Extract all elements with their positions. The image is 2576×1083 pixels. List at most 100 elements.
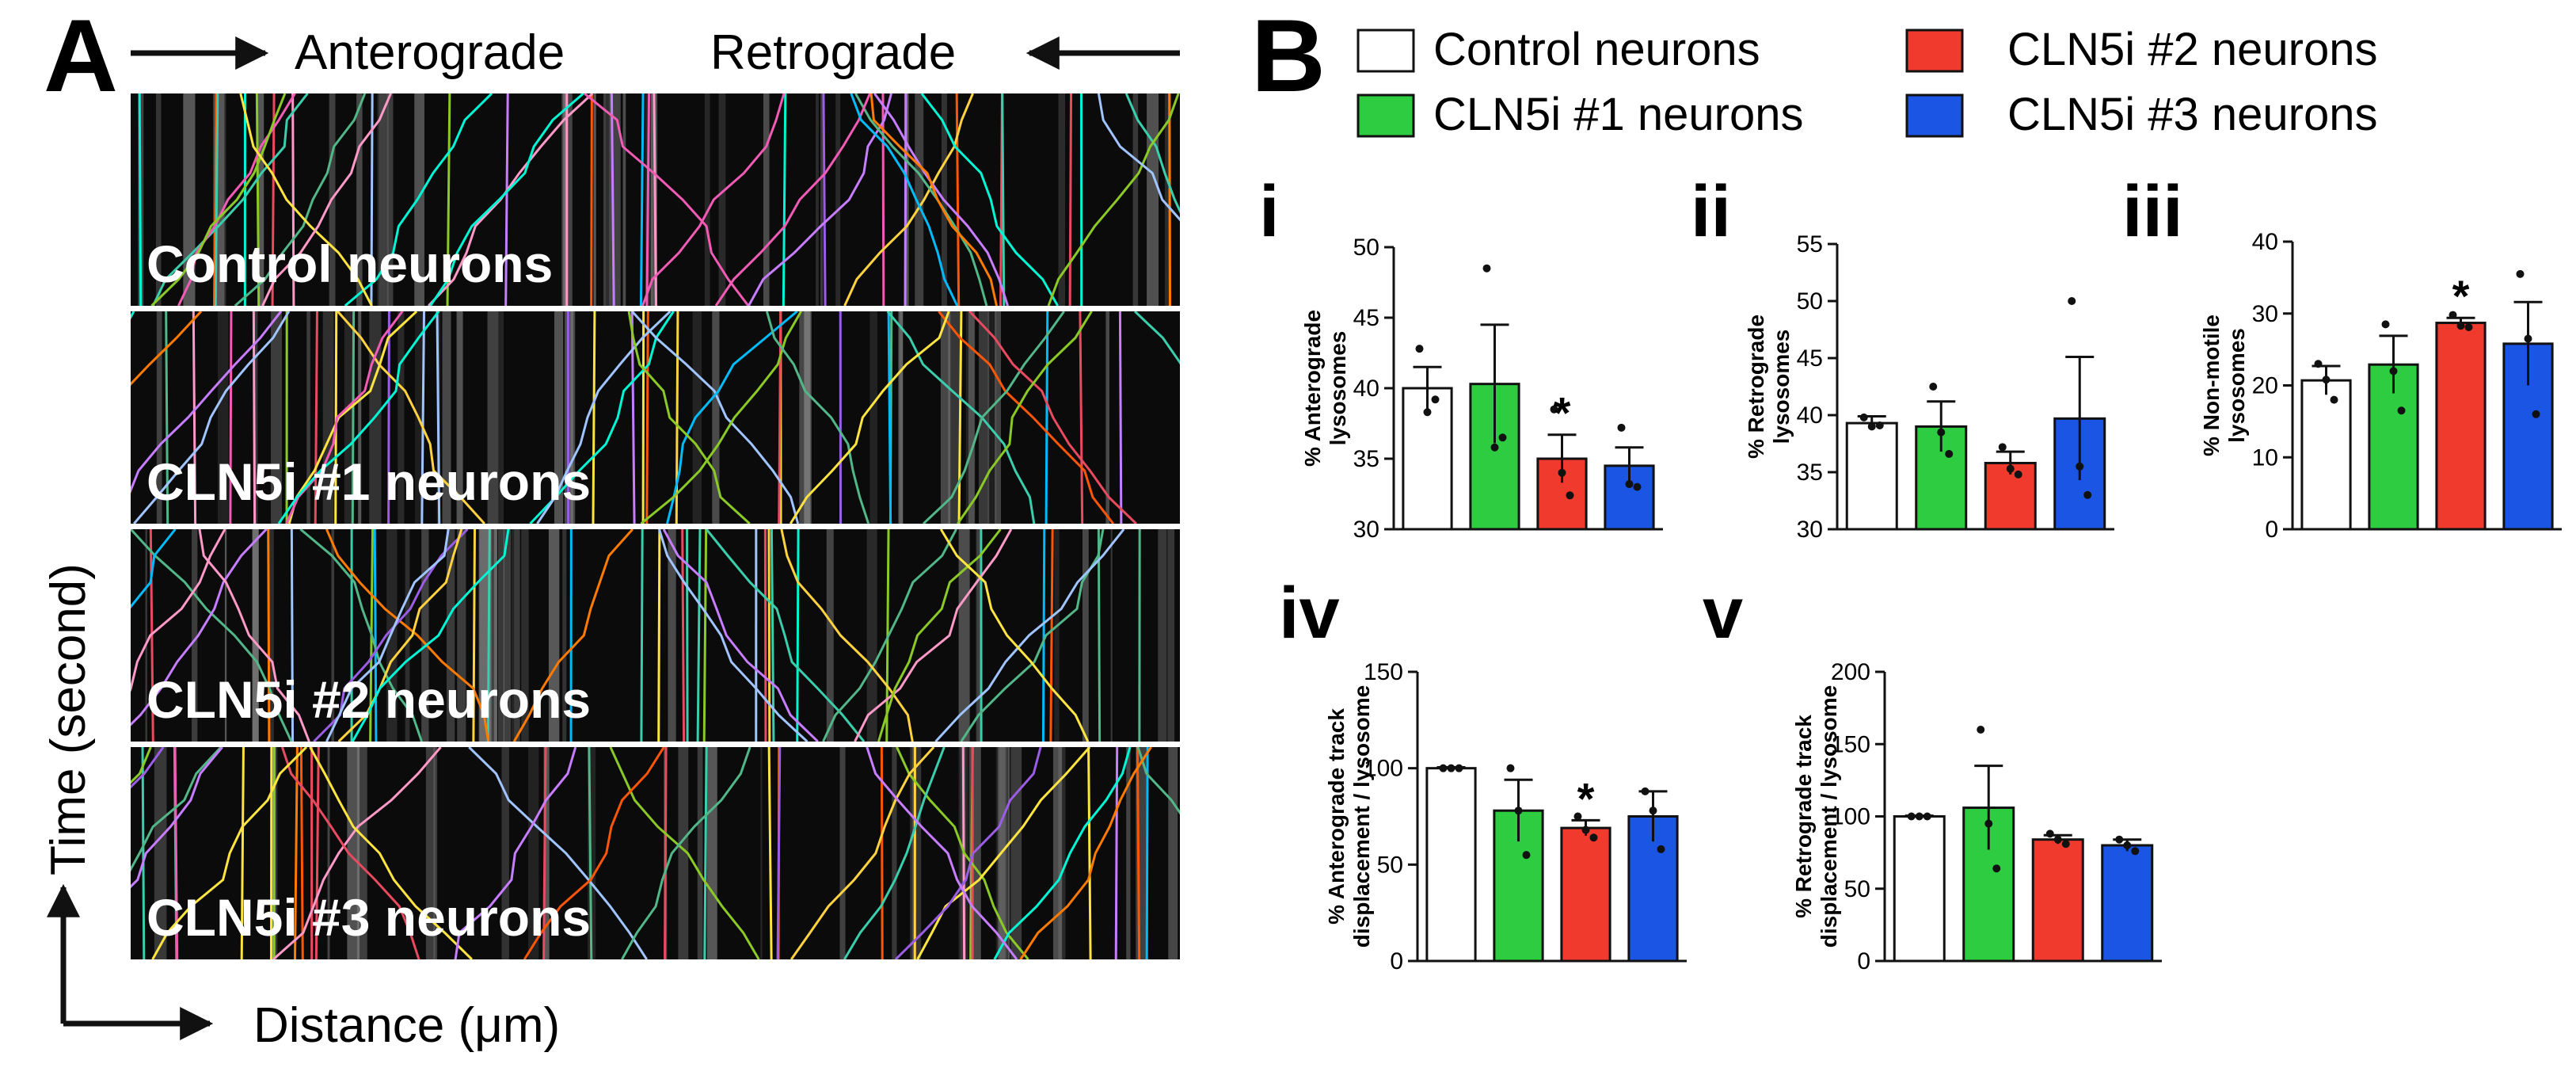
kymograph-streak [491,529,497,742]
kymograph-moving-track [957,311,1093,524]
data-point [1867,422,1876,431]
data-point [1558,468,1566,477]
kymograph-streak [548,529,560,742]
kymograph-streak [253,529,259,742]
kymograph-streak [145,529,147,742]
legend-swatch-cln5i-1 [1356,93,1415,138]
chart-ii: ii 30 35 40 45 50 55 % Retrogradelysosomes [1691,171,2114,543]
kymograph-track [881,93,885,306]
kymograph-track [640,529,644,742]
kymograph-streak [358,311,362,524]
kymograph-moving-track [993,747,1132,959]
kymograph-streak [940,311,951,524]
legend: Control neurons CLN5i #1 neurons CLN5i #… [1356,24,2378,140]
kymograph-track [696,529,702,742]
data-point [2068,297,2076,305]
kymograph-moving-track [325,529,490,742]
kymograph-streak [257,93,264,306]
y-tick-label: 200 [1831,659,1870,685]
kymograph-streak [457,529,466,742]
legend-label-cln5i-3: CLN5i #3 neurons [2007,89,2378,140]
kymograph-streak [987,311,997,524]
data-point [1455,764,1463,772]
kymograph-moving-track [198,529,310,742]
kymograph-track [252,311,257,524]
chart-iii: iii 0 10 20 30 40 % Non-motilelysosomes * [2122,171,2562,543]
kymograph-moving-track [512,529,634,742]
kymograph-moving-track [666,311,798,524]
kymograph-streak [815,93,819,306]
kymograph-moving-track [627,311,751,524]
data-point [1937,428,1946,437]
data-point [2456,322,2465,330]
chart-v: v 0 50 100 150 200% Retrograde trackdisplacem… [1703,573,2162,974]
kymograph-streak [425,747,438,959]
kymograph-moving-track [280,747,420,959]
data-point [1589,833,1598,842]
kymograph-moving-track [131,311,135,320]
kymograph-moving-track [854,529,1013,742]
kymograph-track [641,311,645,524]
kymograph-track [240,747,245,959]
kymograph-track [351,311,356,524]
kymograph-moving-track [705,529,866,742]
kymograph-streak [965,311,976,524]
y-tick-label: 40 [2252,229,2278,255]
y-axis-label: % Retrogradelysosomes [1744,315,1794,459]
kymograph-streak [503,529,512,742]
kymograph-streak [704,93,710,306]
kymograph-streak [446,529,455,742]
kymograph-moving-track [869,93,998,306]
significance-star: * [1554,388,1571,438]
kymograph-streak [347,747,360,959]
kymograph-streak [593,93,596,306]
kymograph-track [314,747,320,959]
data-point [1566,491,1574,500]
kymograph-moving-track [923,311,1065,524]
y-tick-label: 35 [1797,460,1823,486]
kymograph-moving-track [131,529,226,692]
kymograph-streak [892,747,897,959]
kymograph-moving-track [131,747,223,889]
kymograph-streak [1110,529,1113,742]
kymograph-streak [268,529,274,742]
kymograph-moving-track [1124,93,1180,214]
kymograph-track [1079,311,1084,524]
kymograph-moving-track [272,747,442,959]
kymograph-streak [1147,93,1159,306]
data-point [2314,360,2323,368]
legend-swatch-cln5i-3 [1905,93,1964,138]
kymograph-streak [442,311,451,524]
data-point [2123,841,2132,849]
kymograph-streak [976,529,980,742]
kymograph-moving-track [662,529,819,742]
kymograph-streak [414,93,424,306]
kymograph-track [138,93,143,306]
kymograph-streak [498,311,504,524]
y-tick-label: 0 [1390,948,1403,974]
y-tick-label: 100 [1364,756,1403,782]
kymograph-streak [603,93,607,306]
kymograph-label: CLN5i #3 neurons [146,888,591,947]
kymograph-moving-track [131,529,268,726]
kymograph-stack: Control neurons CLN5i #1 neurons CLN5i #2 … [131,93,1180,959]
data-point [2516,269,2525,278]
data-point [2397,406,2406,415]
kymograph-track [229,311,233,524]
kymograph-streak [869,311,877,524]
kymograph-streak [820,93,824,306]
kymograph-streak [493,529,497,742]
kymograph-streak [588,747,596,959]
kymograph-moving-track [939,529,1090,742]
kymograph-streak [156,311,162,524]
bar [1560,826,1611,963]
kymograph-streak [968,311,975,524]
kymograph-track [763,529,767,742]
kymograph-moving-track [790,747,935,959]
kymograph-track [592,311,596,524]
data-point [2014,470,2022,479]
kymograph-moving-track [714,93,871,306]
kymograph-moving-track [429,93,584,306]
kymograph-streak [331,529,335,742]
kymograph-streak [866,529,877,742]
